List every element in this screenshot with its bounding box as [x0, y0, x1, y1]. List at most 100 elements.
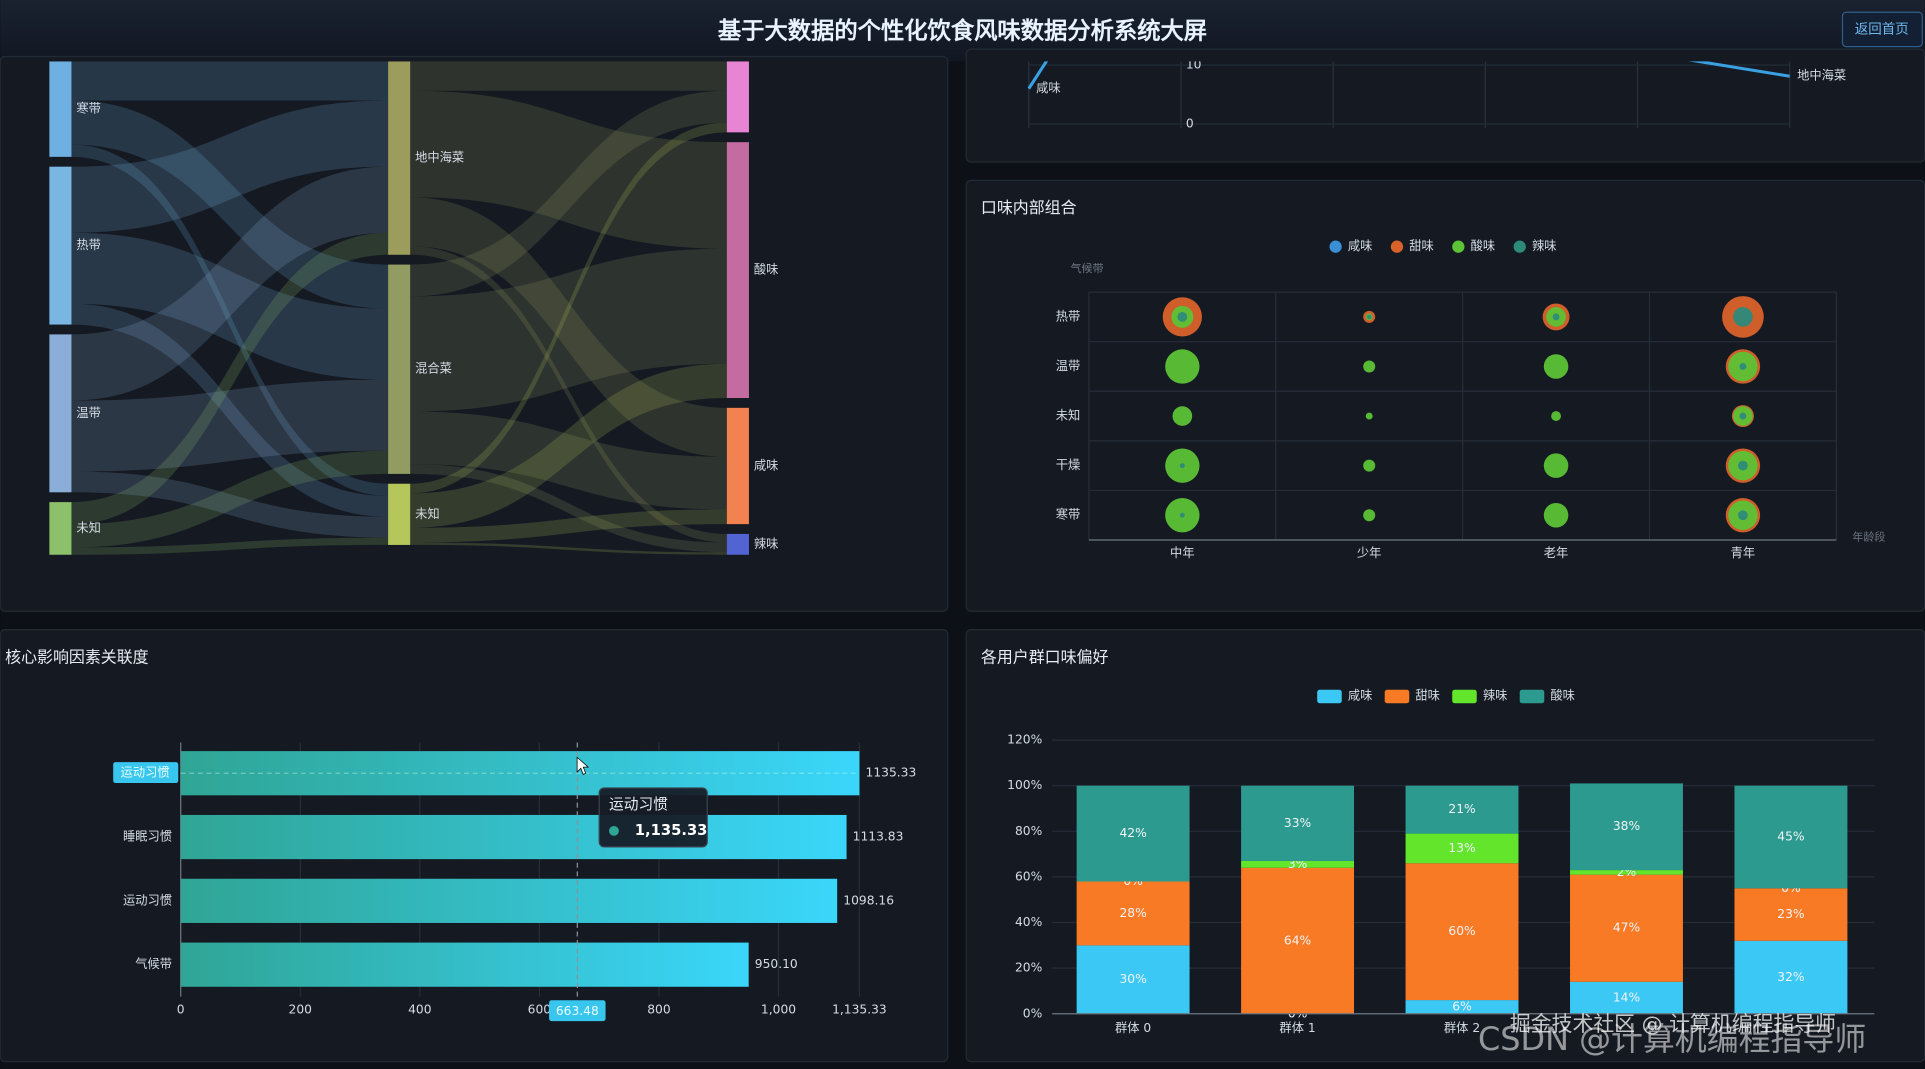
sankey-node	[49, 334, 72, 493]
x-tick-label: 400	[408, 1003, 431, 1017]
y-tick-label: 未知	[1056, 409, 1081, 423]
sankey-link	[410, 542, 727, 555]
cursor	[576, 756, 590, 775]
bubble	[1543, 502, 1569, 528]
bar-value-label: 33%	[1284, 816, 1311, 830]
sankey-node-label: 地中海菜	[415, 150, 464, 165]
x-tick-label: 青年	[1731, 546, 1756, 560]
x-tick-label: 少年	[1357, 546, 1382, 560]
bar	[180, 814, 847, 860]
sankey-node	[726, 533, 749, 555]
bar-segment	[1570, 870, 1683, 875]
y-tick-label: 干燥	[1056, 458, 1081, 472]
y-tick-label: 60%	[1015, 869, 1042, 883]
watermark-text: 掘金技术社区 @ 计算机编程指导师	[1510, 1012, 1836, 1036]
bar-value-label: 6%	[1452, 999, 1471, 1013]
series-label: 咸味	[1036, 81, 1061, 95]
x-tick-label: 老年	[1544, 546, 1569, 560]
sankey-link	[410, 411, 727, 510]
panel	[965, 179, 1925, 612]
legend-label: 辣味	[1532, 238, 1557, 253]
bubble	[1543, 354, 1569, 379]
x-tick-label: 群体 2	[1444, 1021, 1480, 1035]
bar-value-label: 1098.16	[843, 893, 894, 907]
home-button[interactable]	[1841, 11, 1923, 48]
legend-label: 酸味	[1471, 238, 1496, 253]
bar-value-label: 21%	[1448, 802, 1475, 816]
bubble	[1366, 314, 1372, 320]
bubble	[1179, 512, 1185, 518]
y-tick-label: 0	[1186, 116, 1194, 130]
y-tick-label: 120%	[1007, 733, 1042, 747]
bar-segment	[1076, 881, 1190, 946]
legend-swatch	[1452, 240, 1465, 253]
bubble	[1738, 510, 1748, 521]
bar-value-label: 28%	[1119, 906, 1146, 920]
header-title: 基于大数据的个性化饮食风味数据分析系统大屏	[718, 16, 1207, 44]
bar-value-label: 38%	[1613, 819, 1640, 833]
sankey-link	[410, 246, 727, 543]
legend-swatch	[1317, 689, 1342, 704]
legend-swatch	[1513, 240, 1526, 253]
sankey-node	[49, 502, 72, 555]
x-tick-label: 1,000	[761, 1003, 796, 1017]
sankey-link	[71, 232, 389, 525]
home-button-label[interactable]: 返回首页	[1855, 21, 1909, 37]
x-tick-label: 中年	[1170, 545, 1195, 560]
legend-label: 咸味	[1348, 688, 1373, 702]
bar	[180, 878, 838, 923]
sankey-link	[71, 537, 389, 555]
bubble	[1363, 459, 1376, 472]
sankey-link	[71, 471, 389, 538]
bubble	[1179, 463, 1185, 469]
x-tick-label: 群体 1	[1279, 1021, 1315, 1035]
sankey-link	[410, 90, 727, 249]
sankey-node	[726, 61, 749, 133]
bar-value-label: 45%	[1777, 830, 1804, 844]
pointer-label-bg	[113, 762, 179, 784]
bar-segment	[1076, 785, 1190, 882]
bar-segment	[1405, 833, 1519, 864]
pointer-label: 663.48	[556, 1004, 599, 1018]
legend-swatch	[1452, 689, 1477, 704]
sankey-node	[388, 264, 411, 474]
sankey-link	[71, 100, 389, 233]
sankey-link	[71, 100, 389, 309]
bar-chart: 核心影响因素关联度 0 200 400 600 800 1,000 1,135.33 950.1…	[5, 647, 916, 1022]
legend-label: 甜味	[1415, 688, 1440, 702]
y-axis-title: 气候带	[1071, 261, 1104, 275]
bar	[180, 751, 860, 796]
chart-title: 各用户群口味偏好	[981, 647, 1109, 666]
bar-segment	[1570, 874, 1683, 982]
sankey-link	[410, 61, 727, 91]
sankey-node-label: 酸味	[754, 262, 779, 277]
bar-value-label: 32%	[1777, 970, 1804, 984]
bar-segment	[1405, 863, 1519, 1001]
bar-value-label: 30%	[1119, 972, 1146, 986]
y-tick-label: 100%	[1007, 778, 1042, 792]
chart-title: 核心影响因素关联度	[5, 647, 149, 666]
y-tick-label: 热带	[1056, 309, 1081, 323]
sankey-node-label: 温带	[76, 406, 101, 420]
bar-value-label: 64%	[1284, 933, 1311, 947]
bar-segment	[1734, 888, 1848, 941]
bar	[180, 942, 749, 987]
sankey-link	[71, 379, 389, 472]
sankey-node-label: 咸味	[754, 458, 779, 472]
legend-swatch	[1384, 689, 1410, 704]
legend-label: 咸味	[1348, 239, 1373, 253]
sankey-node	[388, 483, 411, 545]
bubble	[1543, 453, 1569, 478]
y-tick-label: 40%	[1015, 915, 1042, 929]
bar-value-label: 23%	[1777, 907, 1804, 921]
sankey-link	[410, 363, 727, 528]
legend-label: 酸味	[1550, 687, 1575, 702]
x-tick-label: 800	[647, 1003, 670, 1017]
legend-label: 甜味	[1409, 239, 1434, 253]
y-tick-label: 20%	[1015, 961, 1042, 975]
sankey-node	[388, 61, 411, 255]
bubble	[1165, 349, 1200, 384]
